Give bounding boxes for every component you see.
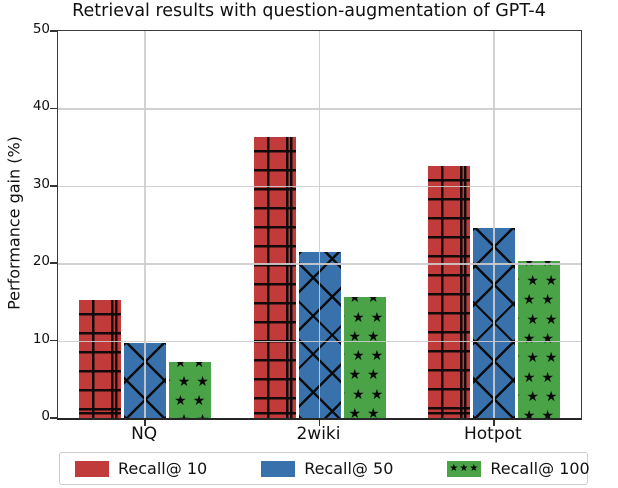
star-row: ★★ [522,292,560,309]
v-gridline-2wiki [318,31,321,418]
star-row: ★★★ [169,411,211,418]
bar-recall-10-hotpot [427,166,470,418]
y-tick-mark-50 [49,30,57,32]
plus-hatch [427,166,470,418]
legend-swatch-recall-50 [261,460,296,477]
legend: Recall@ 10 Recall@ 50 ★★★ Recall@ 100 [59,452,590,485]
y-tick-mark-20 [49,262,57,264]
star-row: ★★★ [518,350,560,367]
v-gridline-nq [144,31,146,418]
plus-hatch [79,300,122,418]
chart-title: Retrieval results with question-augmenta… [72,1,546,21]
x-tick-mark-nq [144,420,146,426]
y-tick-label-20: 20 [32,253,50,270]
bar-recall-100-hotpot: ★★★★★★★★★★★★★★★★★★★★★★★★★ [517,260,560,418]
star-row: ★★★ [344,386,386,403]
legend-item-recall-50: Recall@ 50 [261,459,393,478]
star-row: ★★★ [169,373,212,390]
star-row: ★★ [522,331,560,348]
legend-label-recall-50: Recall@ 50 [304,459,394,478]
y-tick-mark-0 [49,417,57,419]
y-tick-label-0: 0 [41,408,50,424]
y-tick-mark-40 [49,107,57,110]
x-tick-label-hotpot: Hotpot [463,424,522,444]
star-hatch: ★★★★★★★★★★ [169,362,211,419]
legend-item-recall-10: Recall@ 10 [75,459,207,478]
plot-area: ★★★★★★★★★★★★★★★★★★★★★★★★★★★★★★★★★★★★★★★★… [49,30,582,426]
y-tick-label-50: 50 [32,21,50,37]
star-row: ★★★ [518,388,560,405]
y-tick-label-30: 30 [32,175,50,192]
bar-recall-100-nq: ★★★★★★★★★★ [169,361,212,419]
star-row: ★★ [174,393,212,410]
star-row: ★★ [522,369,560,386]
star-row: ★★★ [344,348,386,365]
bar-recall-10-2wiki [253,137,296,418]
star-row: ★★ [348,297,386,307]
star-row: ★★★ [518,311,560,328]
star-row: ★★ [522,408,560,418]
star-row: ★★ [174,361,212,371]
bar-recall-100-2wiki: ★★★★★★★★★★★★★★★★★★★★ [343,297,386,418]
v-gridline-hotpot [493,31,495,418]
y-tick-mark-30 [49,185,57,187]
x-tick-label-nq: NQ [131,424,158,444]
plus-hatch [253,137,296,418]
x-tick-label-2wiki: 2wiki [296,424,341,444]
y-tick-label-40: 40 [32,98,50,115]
star-hatch: ★★★★★★★★★★★★★★★★★★★★ [344,297,386,418]
star-row: ★★ [348,328,386,345]
star-row: ★★★ [518,273,560,290]
bar-recall-10-nq [79,300,122,418]
star-row: ★★ [522,260,560,270]
y-tick-mark-10 [49,339,57,342]
star-row: ★★ [348,406,386,418]
star-row: ★★ [348,367,386,384]
y-axis-label: Performance gain (%) [4,136,24,310]
x-tick-mark-hotpot [493,420,495,426]
legend-label-recall-100: Recall@ 100 [490,459,590,478]
legend-label-recall-10: Recall@ 10 [118,459,208,478]
legend-swatch-recall-100: ★★★ [447,460,482,477]
legend-swatch-recall-10 [75,460,109,477]
legend-item-recall-100: ★★★ Recall@ 100 [447,459,590,478]
star-hatch: ★★★★★★★★★★★★★★★★★★★★★★★★★ [518,261,560,418]
x-tick-mark-2wiki [318,420,321,426]
star-row: ★★★ [344,309,386,326]
y-tick-label-10: 10 [32,330,50,347]
